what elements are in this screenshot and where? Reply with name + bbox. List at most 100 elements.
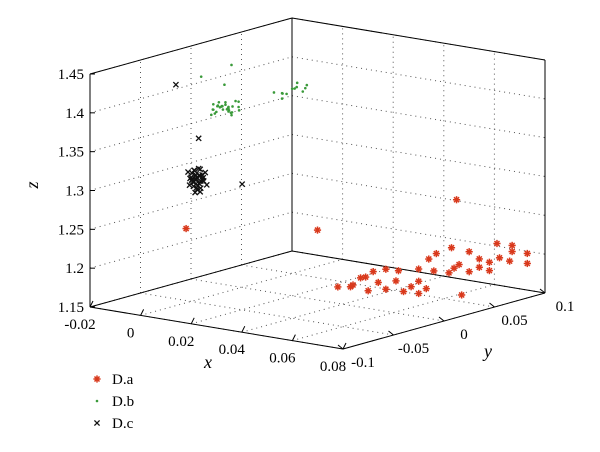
data-point-d-b [227, 105, 230, 109]
data-point-d-a [313, 226, 322, 234]
legend-marker [95, 399, 99, 403]
x-tick-label: 0.02 [168, 334, 194, 350]
x-tick-mark [89, 300, 94, 308]
data-point-d-a [382, 265, 390, 273]
x-tick-mark [342, 342, 347, 350]
x-tick-label: 0.06 [269, 351, 296, 367]
x-tick-label: 0.04 [219, 342, 246, 358]
data-point-d-c [202, 169, 209, 176]
data-point-d-b [295, 85, 299, 89]
data-point-d-a [452, 196, 461, 204]
grid-line [291, 134, 546, 177]
y-tick-mark [337, 344, 344, 350]
z-tick-label: 1.3 [65, 184, 84, 200]
z-tick-label: 1.15 [58, 300, 84, 316]
data-point-d-c [192, 171, 199, 178]
data-point-d-b [223, 83, 226, 86]
data-point-d-a [523, 249, 531, 258]
data-point-d-a [382, 285, 390, 293]
z-tick-label: 1.35 [58, 145, 84, 161]
z-axis-label: z [22, 181, 42, 189]
data-point-d-c [239, 181, 246, 188]
z-tick-label: 1.45 [58, 67, 84, 83]
data-point-d-c [193, 184, 200, 191]
data-point-d-c [195, 135, 202, 142]
data-point-d-b [225, 107, 229, 111]
data-point-d-c [195, 165, 202, 172]
data-point-d-a [508, 241, 516, 250]
data-point-d-a [392, 277, 400, 285]
z-tick-label: 1.4 [65, 106, 84, 122]
data-point-d-b [218, 105, 222, 109]
data-point-d-a [362, 273, 370, 281]
x-tick-mark [140, 309, 145, 316]
data-point-d-a [415, 265, 423, 273]
data-point-d-b [224, 100, 227, 104]
data-point-d-b [280, 97, 284, 100]
data-point-d-b [216, 104, 220, 107]
data-point-d-b [301, 90, 305, 93]
data-point-d-a [450, 264, 458, 272]
data-point-d-b [230, 63, 233, 67]
grid-line [241, 264, 495, 308]
data-point-d-a [465, 248, 473, 256]
data-point-d-a [394, 267, 403, 275]
data-point-d-b [237, 109, 241, 112]
grid-layer [89, 17, 546, 350]
legend-label: D.b [112, 394, 134, 410]
data-point-d-b [224, 103, 227, 107]
data-point-d-b [305, 83, 309, 87]
data-point-d-b [237, 100, 240, 103]
data-point-d-b [290, 87, 294, 91]
data-point-d-c [184, 168, 192, 176]
data-point-d-c [203, 181, 210, 188]
x-tick-label: -0.02 [64, 317, 95, 333]
data-point-d-a [374, 278, 382, 287]
data-point-d-a [445, 269, 453, 277]
data-point-d-a [506, 257, 514, 265]
x-tick-mark [190, 317, 195, 325]
data-point-d-b [237, 105, 240, 109]
data-point-d-b [231, 105, 234, 108]
x-tick-mark [241, 325, 246, 333]
data-point-d-a [356, 274, 365, 282]
grid-line [291, 211, 546, 255]
y-tick-label: 0.05 [501, 313, 527, 329]
y-axis-label: y [482, 341, 492, 361]
data-point-d-c [188, 174, 195, 181]
data-point-d-a [475, 263, 483, 271]
y-tick-label: 0.1 [556, 299, 575, 315]
data-point-d-a [475, 255, 483, 263]
data-point-d-a [182, 224, 190, 233]
data-point-d-b [212, 102, 215, 106]
data-point-d-c [192, 189, 199, 196]
x-tick-label: 0.08 [320, 359, 346, 375]
data-point-d-a [425, 255, 433, 263]
data-point-d-b [221, 108, 225, 111]
data-point-d-a [334, 283, 342, 291]
tick-labels: 1.15 1.2 1.25 1.3 1.35 1.4 1.45 -0.02 0 0.02 0.04 0… [58, 67, 575, 375]
x-tick-label: 0 [127, 325, 135, 341]
data-point-d-b [215, 110, 218, 114]
data-point-d-c [172, 81, 179, 88]
grid-line [291, 95, 546, 139]
grid-line [140, 292, 394, 336]
axis-edge [89, 306, 344, 350]
data-point-d-c [193, 176, 200, 183]
legend-marker [93, 375, 101, 383]
data-point-d-b [293, 87, 296, 90]
data-point-d-a [485, 267, 494, 275]
x-tick-mark [291, 334, 296, 341]
data-point-d-b [234, 99, 237, 103]
data-point-d-c [197, 178, 204, 185]
data-point-d-b [295, 81, 299, 85]
grid-line [140, 258, 343, 316]
data-point-d-a [422, 285, 430, 293]
data-point-d-b [211, 108, 215, 111]
data-points [172, 63, 531, 299]
y-tick-label: -0.1 [351, 355, 375, 371]
x-axis-label: x [203, 352, 212, 372]
y-tick-mark [388, 330, 394, 336]
data-point-d-b [304, 86, 307, 90]
